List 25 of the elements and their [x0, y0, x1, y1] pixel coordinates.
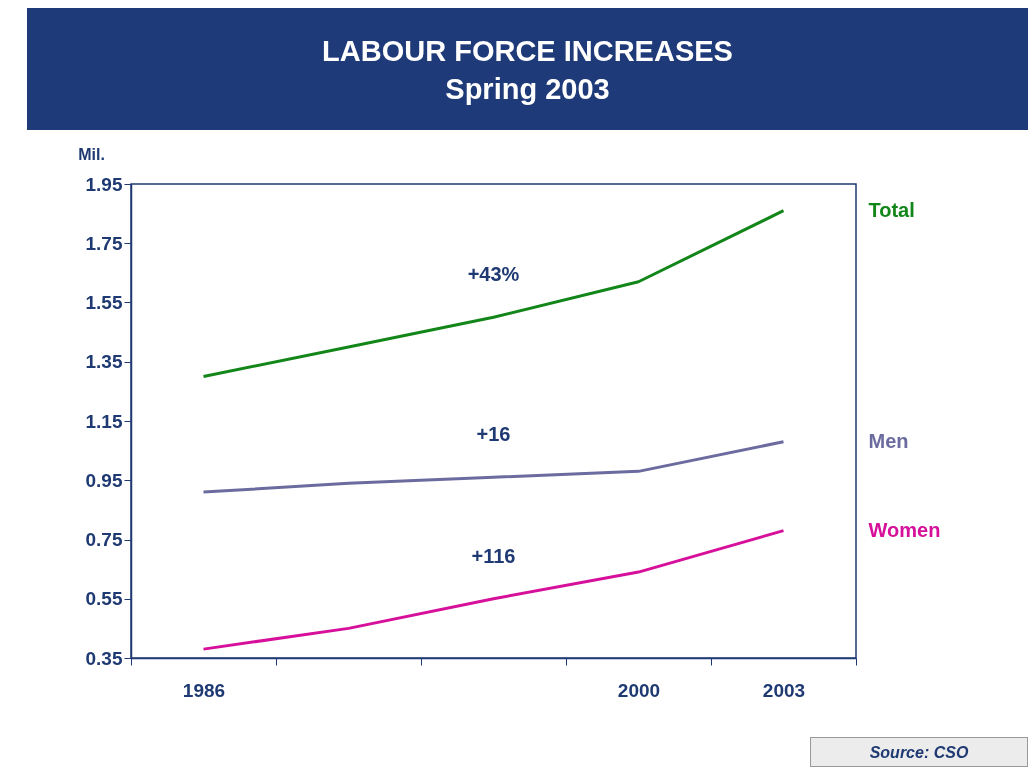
x-tick-label: 2000	[617, 679, 661, 701]
chart-title: LABOUR FORCE INCREASES	[321, 34, 734, 69]
y-tick-label: 1.95	[85, 173, 123, 195]
line-series	[202, 209, 785, 379]
y-tick-label: 0.35	[85, 647, 123, 669]
chart-subtitle: Spring 2003	[444, 72, 611, 107]
source-note: Source: CSO	[810, 737, 1028, 767]
y-tick-label: 1.75	[85, 232, 123, 254]
annotation: +43%	[467, 263, 520, 286]
y-tick-label: 1.15	[85, 410, 123, 432]
line-series	[202, 529, 785, 651]
y-tick-label: 0.95	[85, 469, 123, 491]
text: Total	[868, 198, 915, 221]
x-tick-label: 2003	[762, 679, 806, 701]
text: Women	[868, 518, 941, 541]
y-tick-label: 1.35	[85, 351, 123, 373]
y-axis-title: Mil.	[78, 145, 105, 163]
x-tick-label: 1986	[182, 679, 226, 701]
line-series	[202, 440, 785, 494]
y-tick-label: 0.75	[85, 529, 123, 550]
y-tick-label: 0.55	[85, 588, 123, 610]
annotation: +16	[476, 423, 511, 446]
y-tick-label: 1.55	[85, 292, 123, 313]
annotation: +116	[471, 544, 516, 567]
text: Men	[868, 429, 909, 452]
